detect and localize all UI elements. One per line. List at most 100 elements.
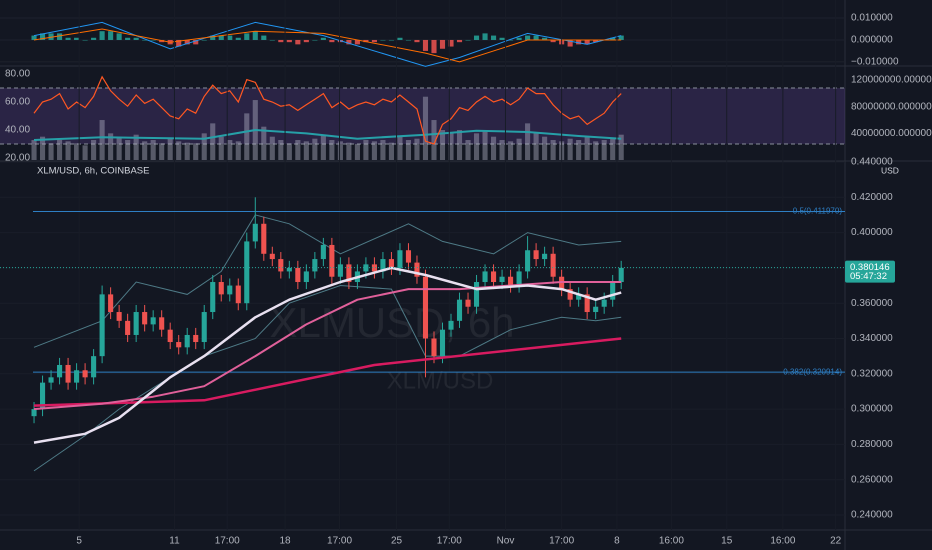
moving-average [33,266,622,444]
volume-bar [388,142,394,160]
candle-body [465,299,471,307]
macd-bar [116,33,122,40]
volume-bar [601,140,607,160]
y-tick-label: 0.000000 [851,35,893,46]
volume-bar [525,123,531,160]
macd-bar [184,39,190,45]
candle-body [184,334,190,348]
volume-bar [380,140,386,160]
volume-bar [210,123,216,160]
y-tick-label: 0.440000 [851,157,893,168]
volume-bar [218,136,224,160]
volume-bar [303,141,309,160]
volume-bar [176,141,182,160]
volume-bar [329,140,335,160]
x-tick-label: 17:00 [215,536,240,547]
macd-bar [176,39,182,47]
macd-bar [550,39,556,43]
candle-body [329,244,335,277]
rsi-tick-label: 80.00 [5,69,30,80]
candle-body [422,276,429,339]
candle-body [201,312,207,343]
macd-bar [286,39,292,43]
macd-line [33,28,622,63]
candle-body [346,264,352,283]
macd-bar [303,39,309,43]
macd-bar [610,37,616,40]
volume-bar [159,143,165,160]
candle-body [499,276,505,283]
candle-body [525,250,531,272]
rsi-tick-label: 20.00 [5,153,30,164]
fib-label: 0.5(0.411970) [793,207,843,216]
x-tick-label: 15 [721,536,733,547]
macd-bar [31,35,37,40]
macd-bar [439,39,446,49]
candle-body [618,267,624,283]
candle-body [48,377,54,383]
y-tick-label: 0.280000 [851,439,893,450]
candle-body [380,259,386,272]
macd-bar [542,37,548,40]
macd-bar [39,33,46,40]
candle-body [414,262,420,277]
x-tick-label: 17:00 [549,536,574,547]
volume-bar [235,141,241,160]
macd-bar [329,39,335,43]
volume-bar [286,143,292,160]
macd-bar [346,39,352,45]
y-tick-label: 0.420000 [851,192,893,203]
volume-bar [567,138,573,160]
candle-body [371,264,377,272]
candle-body [39,382,46,410]
volume-bar [618,134,624,160]
volume-bar [448,133,454,160]
candle-body [133,312,139,335]
candle-body [125,320,131,335]
y-tick-label: 0.340000 [851,333,893,344]
volume-bar [508,141,514,160]
macd-bar [159,39,165,43]
y-tick-label: 0.300000 [851,404,893,415]
volume-bar [193,143,199,160]
macd-bar [57,33,63,40]
candle-body [533,250,539,260]
macd-bar [235,37,241,40]
macd-bar [576,39,582,45]
y-tick-label: 0.260000 [851,474,893,485]
x-tick-label: 25 [391,536,403,547]
x-tick-label: 22 [830,536,842,547]
volume-bar [184,142,190,160]
candle-body [150,317,156,325]
rsi-tick-label: 60.00 [5,97,30,108]
candle-body [431,338,437,357]
volume-bar [312,138,318,160]
volume-bar [116,136,122,160]
candle-body [363,264,369,272]
volume-bar [363,140,369,160]
volume-bar [499,140,505,160]
macd-bar [261,35,267,40]
candle-body [542,253,548,260]
candle-body [235,285,241,304]
fib-label: 0.382(0.320914) [783,367,842,376]
last-price-tag [845,260,895,283]
macd-bar [584,39,590,45]
volume-bar [414,138,420,160]
x-tick-label: 16:00 [659,536,684,547]
macd-bar [125,37,131,40]
volume-bar [584,136,590,160]
bar-countdown: 05:47:32 [850,271,887,282]
candle-body [227,285,233,295]
macd-bar [48,33,54,40]
x-tick-label: 17:00 [437,536,462,547]
moving-average [33,337,622,407]
macd-bar [431,39,437,54]
macd-bar [448,39,454,47]
candle-body [74,370,80,383]
macd-bar [593,39,599,43]
macd-bar [482,33,488,40]
macd-bar [414,39,420,43]
volume-bar [610,138,616,160]
